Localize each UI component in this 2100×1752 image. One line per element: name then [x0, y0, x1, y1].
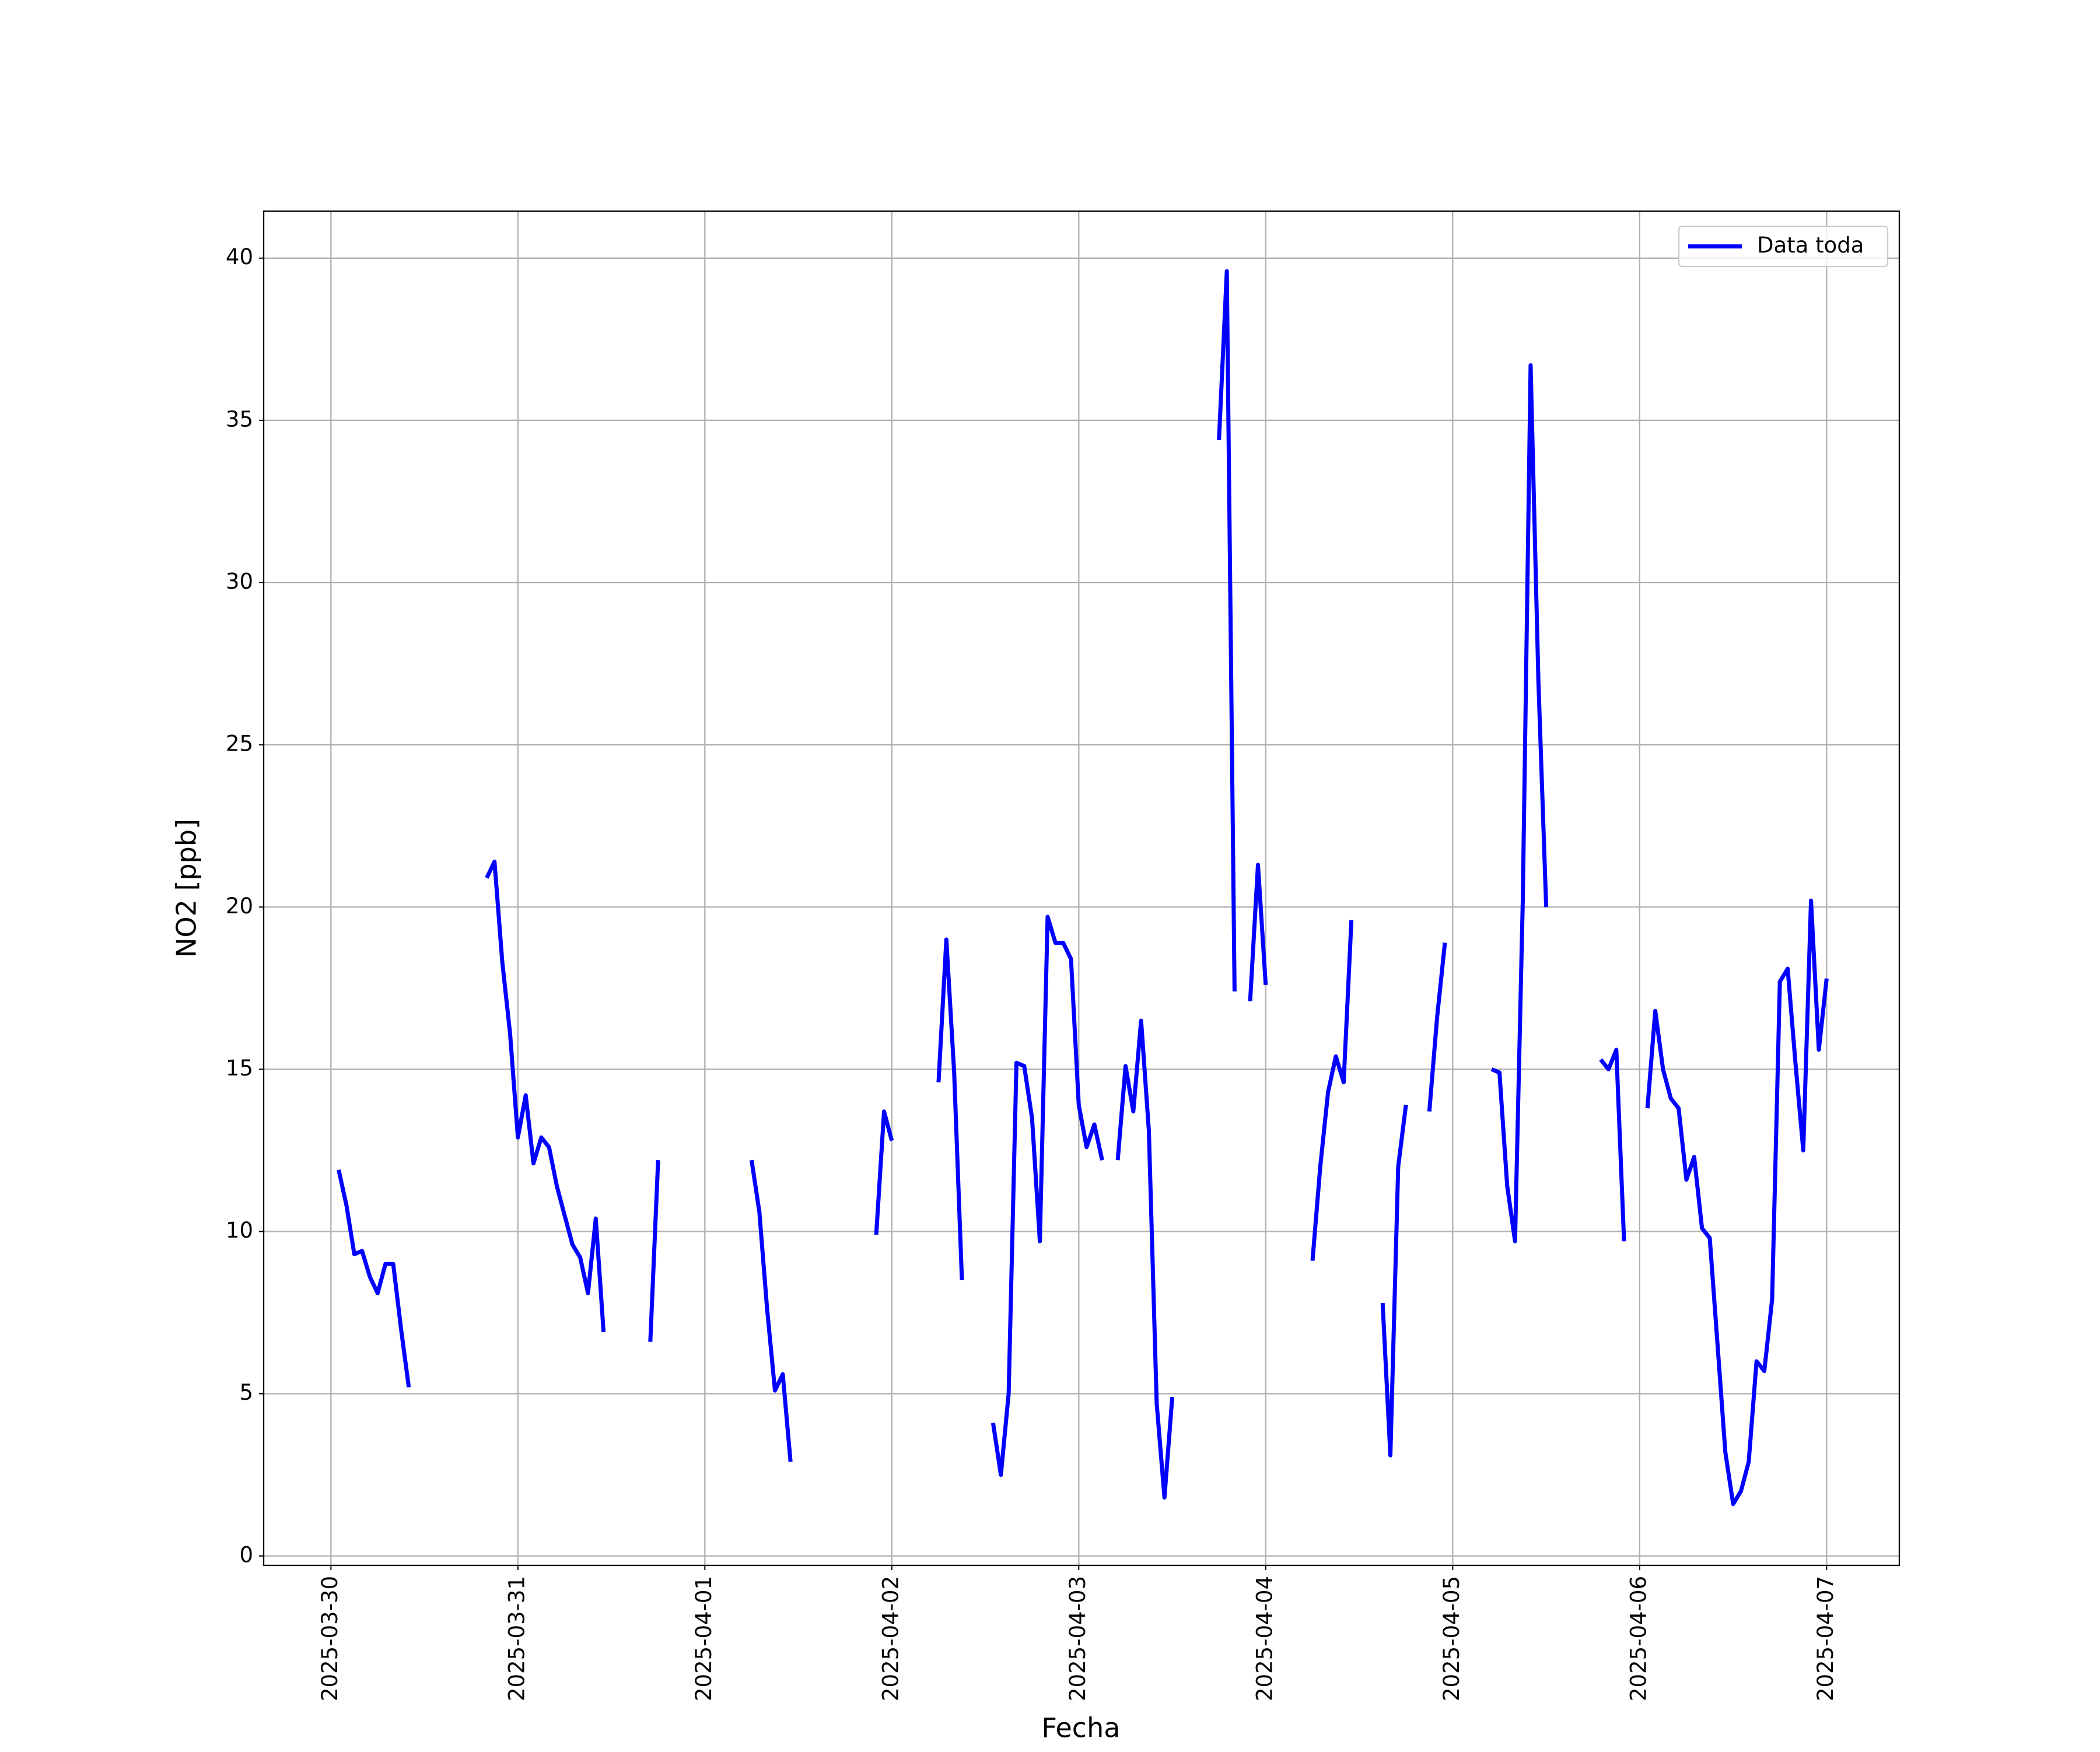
y-tick-label: 15 [226, 1056, 253, 1081]
y-tick-label: 30 [226, 569, 253, 594]
x-axis-label: Fecha [1042, 1712, 1121, 1744]
data-line [337, 269, 1829, 1506]
x-tick-label: 2025-04-07 [1813, 1576, 1838, 1701]
x-tick-label: 2025-03-31 [504, 1576, 529, 1701]
y-tick-label: 35 [226, 407, 253, 432]
legend-label: Data toda [1757, 233, 1864, 258]
x-tick-label: 2025-03-30 [317, 1576, 342, 1701]
x-tick-label: 2025-04-01 [691, 1576, 716, 1701]
y-tick-label: 5 [239, 1380, 253, 1405]
y-tick-label: 40 [226, 244, 253, 269]
y-tick-label: 20 [226, 893, 253, 919]
legend-box [1678, 225, 1889, 268]
legend: Data toda [1678, 225, 1889, 268]
y-tick-label: 0 [239, 1542, 253, 1567]
grid [264, 211, 1899, 1565]
x-tick-label: 2025-04-05 [1439, 1576, 1464, 1701]
y-tick-label: 10 [226, 1218, 253, 1243]
y-tick-label: 25 [226, 731, 253, 756]
x-tick-label: 2025-04-03 [1065, 1576, 1090, 1701]
y-axis-label: NO2 [ppb] [171, 819, 202, 958]
x-tick-label: 2025-04-04 [1252, 1576, 1277, 1701]
x-tick-label: 2025-04-06 [1626, 1576, 1651, 1701]
x-tick-label: 2025-04-02 [878, 1576, 903, 1701]
plot-frame [262, 210, 1901, 1567]
